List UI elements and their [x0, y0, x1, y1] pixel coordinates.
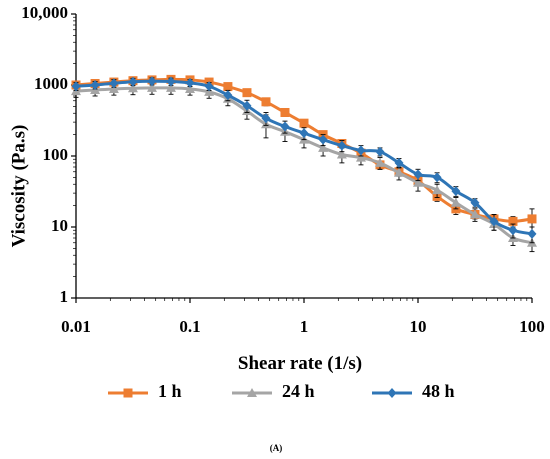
legend-marker — [387, 388, 397, 398]
data-point — [374, 157, 385, 167]
data-point — [470, 197, 480, 208]
data-point — [223, 90, 233, 101]
data-point — [469, 209, 480, 219]
data-point — [299, 118, 309, 128]
y-tick-label: 100 — [43, 145, 69, 164]
data-point — [185, 83, 195, 93]
data-point — [413, 177, 423, 187]
y-axis-title: Viscosity (Pa.s) — [8, 125, 29, 248]
data-point — [128, 76, 138, 87]
series-24h — [71, 82, 537, 253]
data-point — [242, 100, 252, 111]
data-point — [508, 225, 518, 236]
legend-marker — [123, 388, 133, 398]
y-tick-label: 10,000 — [21, 3, 68, 22]
data-point — [336, 149, 347, 159]
data-point — [108, 83, 119, 93]
data-point — [394, 157, 404, 168]
y-axis-title-group: Viscosity (Pa.s) — [8, 125, 29, 248]
data-point — [261, 97, 271, 107]
legend: 1 h 24 h 48 h — [108, 381, 455, 401]
plot-area: 1 10 100 1000 10,000 0.01 0.1 1 10 100 — [21, 3, 545, 336]
data-point — [451, 186, 461, 197]
data-point — [413, 169, 423, 180]
data-point — [337, 140, 347, 151]
data-point — [450, 197, 461, 207]
data-point — [280, 107, 290, 117]
y-tick-label: 1000 — [34, 74, 68, 93]
data-point — [508, 216, 518, 226]
data-point — [165, 82, 176, 92]
legend-label: 48 h — [422, 381, 455, 401]
x-tick-label: 10 — [410, 317, 427, 336]
data-point — [355, 152, 366, 162]
series-48h — [71, 76, 537, 244]
x-tick-label: 100 — [519, 317, 545, 336]
data-point — [127, 83, 138, 93]
legend-marker — [247, 388, 257, 397]
data-point — [432, 172, 442, 183]
data-point — [147, 76, 157, 87]
data-point — [393, 167, 404, 177]
figure-caption: (A) — [270, 443, 283, 453]
legend-label: 1 h — [158, 381, 182, 401]
legend-item: 24 h — [232, 381, 315, 401]
data-point — [261, 113, 271, 124]
x-tick-label: 1 — [300, 317, 309, 336]
data-point — [204, 81, 214, 92]
data-point — [71, 81, 81, 92]
data-point — [356, 145, 366, 156]
data-point — [223, 82, 233, 92]
series-line — [75, 86, 533, 245]
data-point — [318, 142, 329, 152]
data-point — [375, 146, 385, 157]
data-point — [146, 82, 157, 92]
data-point — [242, 88, 252, 98]
data-point — [318, 134, 328, 145]
x-tick-label: 0.1 — [179, 317, 200, 336]
data-point — [527, 214, 537, 224]
data-point — [299, 128, 309, 139]
data-point — [185, 77, 195, 88]
legend-item: 1 h — [108, 381, 182, 401]
y-tick-label: 1 — [60, 287, 69, 306]
data-point — [109, 78, 119, 89]
y-tick-label: 10 — [51, 216, 68, 235]
data-point — [432, 185, 443, 195]
data-point — [204, 86, 215, 96]
series-line — [75, 77, 533, 223]
data-point — [527, 228, 537, 239]
x-axis-title: Shear rate (1/s) — [238, 353, 362, 374]
legend-item: 48 h — [372, 381, 455, 401]
data-point — [489, 216, 499, 227]
data-point — [166, 76, 176, 87]
data-point — [90, 80, 100, 90]
legend-label: 24 h — [282, 381, 315, 401]
x-tick-label: 0.01 — [61, 317, 91, 336]
data-point — [280, 121, 290, 132]
